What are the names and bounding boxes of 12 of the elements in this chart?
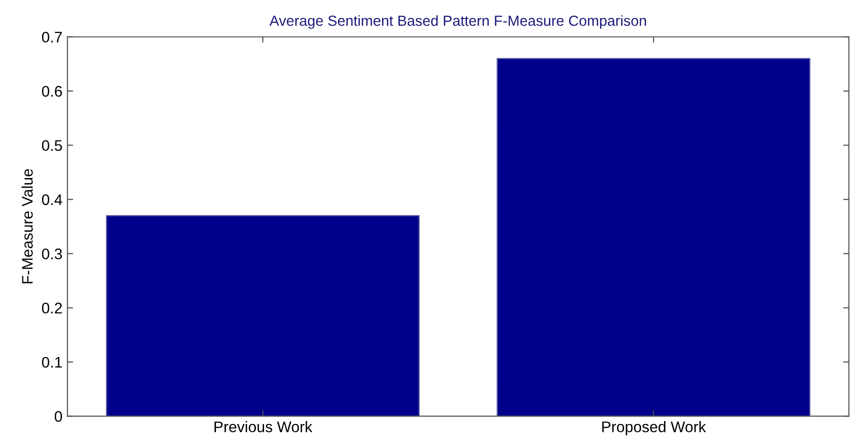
x-tick-label: Proposed Work [602,421,706,436]
y-tick-label: 0.1 [42,356,62,368]
y-tick-label: 0.6 [42,86,62,97]
y-axis-title: F-Measure Value [22,169,33,284]
y-tick-label: 0.3 [42,248,62,260]
chart-title: Average Sentiment Based Pattern F-Measure Comparison [269,15,646,29]
y-tick-label: 0.7 [42,32,62,43]
y-tick-label: 0 [54,411,62,422]
y-tick-label: 0.4 [42,194,62,206]
y-tick-label: 0.2 [42,302,62,314]
x-tick-label: Previous Work [214,421,312,432]
y-tick-label: 0.5 [42,140,62,151]
